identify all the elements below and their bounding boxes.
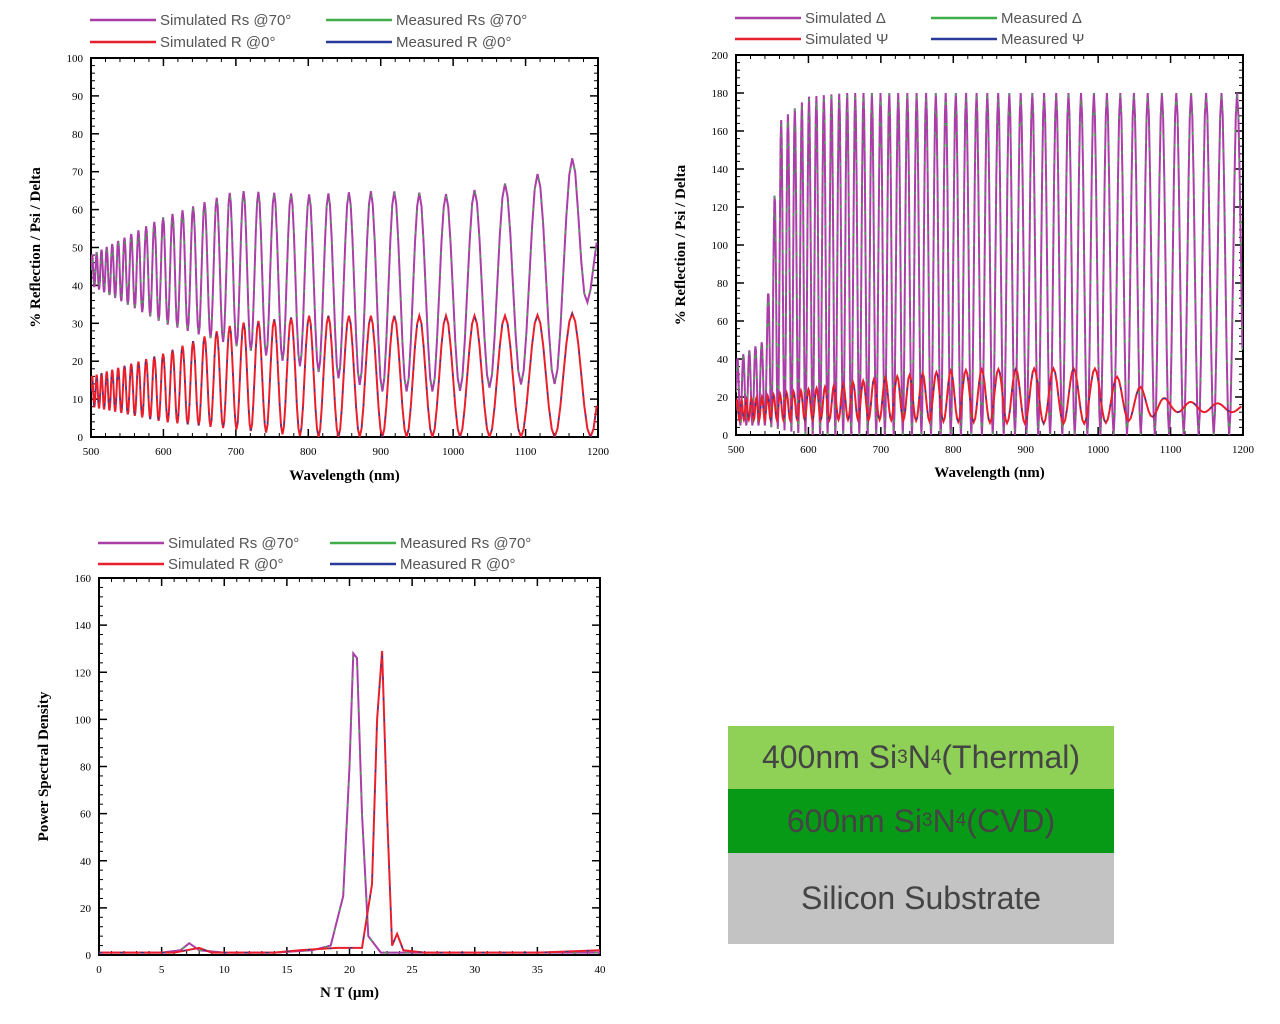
y-tick-label: 20 <box>72 356 84 368</box>
legend-label: Simulated R @0° <box>168 556 283 573</box>
y-tick-label: 40 <box>72 280 84 292</box>
series-line-simulated <box>736 92 1243 435</box>
x-tick-label: 900 <box>1017 444 1034 456</box>
x-tick-label: 800 <box>300 446 317 458</box>
y-tick-label: 0 <box>723 430 729 442</box>
y-tick-label: 160 <box>75 573 92 585</box>
x-tick-label: 15 <box>281 964 293 976</box>
x-tick-label: 5 <box>159 964 165 976</box>
x-tick-label: 1100 <box>1160 444 1182 456</box>
y-tick-label: 120 <box>75 667 92 679</box>
series-line-measured <box>736 92 1243 435</box>
x-tick-label: 0 <box>96 964 102 976</box>
series-line-measured <box>736 366 1242 426</box>
layer-silicon-substrate: Silicon Substrate <box>728 853 1114 944</box>
x-tick-label: 1100 <box>515 446 537 458</box>
x-tick-label: 600 <box>800 444 817 456</box>
legend-label: Measured R @0° <box>396 34 511 51</box>
y-tick-label: 120 <box>712 202 729 214</box>
y-tick-label: 0 <box>86 950 92 962</box>
y-tick-label: 60 <box>80 809 92 821</box>
chart-1: 500 600 700 800 900 1000 1100 1200 0 10 20 30 40 50 60… <box>28 12 610 484</box>
y-tick-label: 70 <box>72 167 84 179</box>
series-group <box>736 92 1243 435</box>
legend-label: Measured Δ <box>1001 10 1082 27</box>
legend-label: Simulated Ψ <box>805 31 888 48</box>
y-tick-label: 60 <box>717 316 729 328</box>
chart-2: 500 600 700 800 900 1000 1100 1200 0 20 40 60 80 100 1… <box>673 10 1255 481</box>
y-tick-label: 80 <box>80 762 92 774</box>
x-tick-label: 1000 <box>442 446 465 458</box>
series-line-measured-r-0 <box>99 650 600 954</box>
series-line-simulated-rs-70 <box>99 650 600 954</box>
legend-label: Simulated Rs @70° <box>168 535 299 552</box>
y-tick-label: 140 <box>75 620 92 632</box>
y-tick-label: 40 <box>80 856 92 868</box>
x-tick-label: 600 <box>155 446 172 458</box>
x-axis-title: Wavelength (nm) <box>289 468 399 484</box>
legend-label: Simulated Rs @70° <box>160 12 291 29</box>
legend-label: Measured Rs @70° <box>400 535 531 552</box>
legend-label: Simulated Δ <box>805 10 886 27</box>
x-tick-label: 10 <box>219 964 231 976</box>
series-line-simulated-rs-70 <box>91 158 598 392</box>
y-axis-title: % Reflection / Psi / Delta <box>28 167 44 328</box>
layer-cvd-nitride: 600nm Si 3 N 4 (CVD) <box>728 789 1114 853</box>
x-tick-label: 800 <box>945 444 962 456</box>
y-tick-label: 10 <box>72 394 84 406</box>
x-tick-label: 40 <box>595 964 607 976</box>
y-tick-label: 180 <box>712 88 729 100</box>
y-axis-title: % Reflection / Psi / Delta <box>673 164 689 325</box>
legend-label: Measured Ψ <box>1001 31 1084 48</box>
x-tick-label: 1200 <box>1232 444 1255 456</box>
series-line-simulated-r-0 <box>99 650 600 954</box>
series-line-measured-rs-70 <box>99 651 600 954</box>
legend-label: Measured Rs @70° <box>396 12 527 29</box>
y-tick-label: 140 <box>712 164 729 176</box>
chart-3: 0 5 10 15 20 25 30 35 40 0 20 40 60 80 100 120 140 160 N T… <box>36 535 606 1001</box>
y-tick-label: 20 <box>717 392 729 404</box>
x-tick-label: 1000 <box>1087 444 1110 456</box>
y-tick-label: 160 <box>712 126 729 138</box>
y-tick-label: 20 <box>80 903 92 915</box>
layer-thermal-nitride: 400nm Si 3 N 4 (Thermal) <box>728 726 1114 789</box>
y-axis-title: Power Spectral Density <box>36 691 52 841</box>
x-tick-label: 700 <box>228 446 245 458</box>
series-group <box>91 158 598 437</box>
y-tick-label: 100 <box>75 714 92 726</box>
y-tick-label: 30 <box>72 318 84 330</box>
film-stack: 400nm Si 3 N 4 (Thermal) 600nm Si 3 N 4 (CVD) … <box>728 726 1114 944</box>
x-tick-label: 700 <box>873 444 890 456</box>
y-tick-label: 0 <box>78 432 84 444</box>
x-axis-title: N T (µm) <box>320 985 379 1001</box>
x-tick-label: 20 <box>344 964 356 976</box>
legend-label: Simulated R @0° <box>160 34 275 51</box>
x-tick-label: 25 <box>407 964 419 976</box>
y-tick-label: 100 <box>67 53 84 65</box>
x-tick-label: 30 <box>469 964 481 976</box>
y-tick-label: 80 <box>72 129 84 141</box>
x-tick-label: 35 <box>532 964 544 976</box>
x-tick-label: 900 <box>372 446 389 458</box>
y-tick-label: 50 <box>72 243 84 255</box>
y-tick-label: 90 <box>72 91 84 103</box>
y-tick-label: 200 <box>712 50 729 62</box>
x-axis-title: Wavelength (nm) <box>934 465 1044 481</box>
y-tick-label: 40 <box>717 354 729 366</box>
y-tick-label: 80 <box>717 278 729 290</box>
x-tick-label: 1200 <box>587 446 610 458</box>
series-group <box>99 650 600 954</box>
y-tick-label: 100 <box>712 240 729 252</box>
x-tick-label: 500 <box>728 444 745 456</box>
series-line-simulated-r-0 <box>91 310 598 437</box>
legend-label: Measured R @0° <box>400 556 515 573</box>
y-tick-label: 60 <box>72 205 84 217</box>
x-tick-label: 500 <box>83 446 100 458</box>
